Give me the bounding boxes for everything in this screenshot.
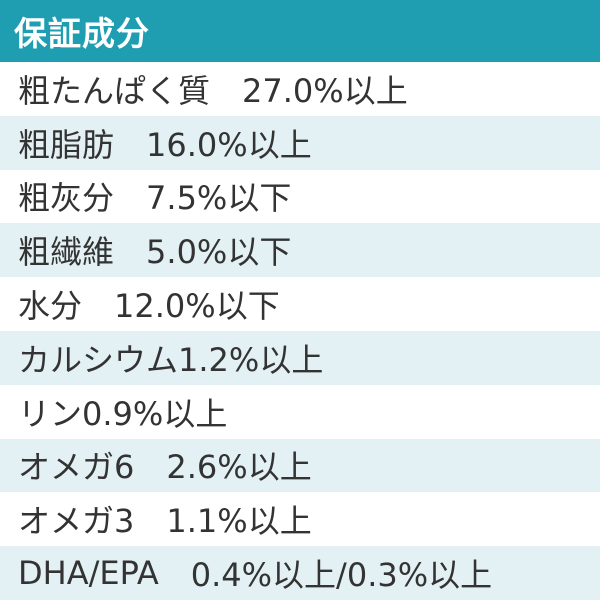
item-value: 1.2%以上	[178, 340, 324, 379]
item-value: 16.0%以上	[146, 125, 312, 164]
analysis-list: 粗たんぱく質 27.0%以上 粗脂肪 16.0%以上 粗灰分 7.5%以下 粗繊…	[0, 62, 600, 600]
item-value: 27.0%以上	[242, 71, 408, 110]
panel-title: 保証成分	[0, 0, 600, 62]
item-name: 粗灰分	[18, 179, 115, 218]
list-item: リン 0.9%以上	[0, 384, 600, 439]
item-value: 0.9%以上	[82, 394, 228, 433]
item-gap	[114, 227, 146, 273]
list-item: DHA/EPA 0.4%以上/0.3%以上	[0, 546, 600, 600]
item-value: 2.6%以上	[166, 448, 312, 487]
item-name: オメガ6	[18, 448, 135, 487]
list-item: オメガ3 1.1%以上	[0, 492, 600, 547]
item-value: 0.4%以上/0.3%以上	[190, 556, 493, 595]
item-gap	[134, 442, 166, 488]
item-name: カルシウム	[18, 340, 179, 379]
item-name: 粗繊維	[18, 233, 115, 272]
item-name: 水分	[18, 287, 83, 326]
item-name: 粗脂肪	[18, 125, 115, 164]
item-gap	[82, 281, 114, 327]
list-item: 粗たんぱく質 27.0%以上	[0, 62, 600, 116]
item-gap	[210, 66, 242, 112]
item-gap	[134, 496, 166, 542]
item-name: リン	[18, 394, 83, 433]
item-gap	[114, 120, 146, 166]
list-item: 粗脂肪 16.0%以上	[0, 115, 600, 170]
list-item: カルシウム 1.2%以上	[0, 330, 600, 385]
item-value: 5.0%以下	[146, 233, 292, 272]
item-value: 12.0%以下	[114, 287, 280, 326]
item-name: オメガ3	[18, 502, 135, 541]
list-item: 粗繊維 5.0%以下	[0, 223, 600, 278]
item-value: 1.1%以上	[166, 502, 312, 541]
list-item: 粗灰分 7.5%以下	[0, 169, 600, 224]
item-name: DHA/EPA	[18, 554, 159, 593]
list-item: 水分 12.0%以下	[0, 277, 600, 331]
list-item: オメガ6 2.6%以上	[0, 438, 600, 493]
item-name: 粗たんぱく質	[18, 71, 211, 110]
item-value: 7.5%以下	[146, 179, 292, 218]
item-gap	[114, 173, 146, 219]
item-gap	[159, 550, 191, 596]
